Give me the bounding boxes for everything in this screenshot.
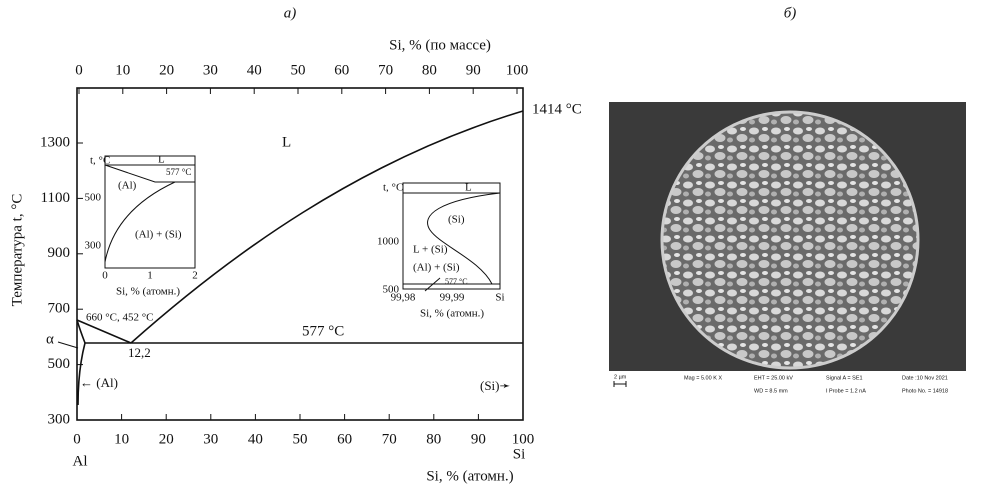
tick-label: 300 <box>85 240 102 252</box>
top-tick-label: 40 <box>247 62 262 78</box>
label: (Al) + (Si) <box>135 229 182 241</box>
figure: а) Si, % (по массе) Si, % (атомн.) Al Si… <box>0 0 982 486</box>
top-tick-label: 10 <box>115 62 130 78</box>
tick-label: Si <box>495 292 504 304</box>
panel-label: б) <box>784 5 797 21</box>
label: 577 °C <box>166 167 191 177</box>
label: (Si) <box>448 214 465 226</box>
bottom-axis-title: Si, % (атомн.) <box>426 468 513 484</box>
solidus <box>77 320 85 405</box>
x-tick-label: 20 <box>159 431 174 447</box>
info: 2 µm <box>614 374 627 380</box>
y-tick-label: 300 <box>48 411 71 427</box>
x-tick-label: 30 <box>203 431 218 447</box>
info: Photo No. = 14918 <box>902 388 948 394</box>
top-tick-label: 100 <box>506 62 529 78</box>
leader <box>58 342 78 348</box>
left-axis-title: Температура t, °C <box>9 194 25 307</box>
tick-label: 99,98 <box>391 292 416 304</box>
label: α <box>46 331 54 347</box>
plot-frame <box>77 88 523 420</box>
top-tick-label: 70 <box>378 62 393 78</box>
panel-a: а) Si, % (по массе) Si, % (атомн.) Al Si… <box>9 5 581 484</box>
x-tick-label: 90 <box>471 431 486 447</box>
top-tick-label: 20 <box>159 62 174 78</box>
inset-right: t, °C L (Si) L + (Si) (Al) + (Si) 577 °C… <box>377 182 505 320</box>
label: 660 °C, 452 °C <box>86 312 153 324</box>
info: WD = 8.5 mm <box>754 388 788 394</box>
label: 577 °C <box>302 323 344 339</box>
tick-label: 1000 <box>377 236 400 248</box>
label: 1414 °C <box>532 101 582 117</box>
y-tick-label: 500 <box>48 356 71 372</box>
panel-b: б) 2 µm Mag = 5.00 K X EHT = 25.00 kV WD… <box>609 5 966 398</box>
info: Mag = 5.00 K X <box>684 375 722 381</box>
y-tick-label: 1300 <box>40 134 70 150</box>
label: (Al) <box>118 180 137 192</box>
info: Date :10 Nov 2021 <box>902 375 948 381</box>
top-axis-title: Si, % (по массе) <box>389 37 491 53</box>
tick-label: 500 <box>85 192 102 204</box>
label: t, °C <box>90 155 110 167</box>
axis-end: Si <box>513 446 526 462</box>
label: L <box>282 134 291 150</box>
y-tick-label: 1100 <box>41 190 70 206</box>
inset-axis-title: Si, % (атомн.) <box>116 286 180 298</box>
tick-label: 2 <box>192 270 198 282</box>
label: 577 °C <box>445 277 468 286</box>
y-tick-label: 700 <box>48 301 71 317</box>
x-tick-label: 40 <box>248 431 263 447</box>
top-tick-label: 0 <box>75 62 83 78</box>
inset-axis-title: Si, % (атомн.) <box>420 308 484 320</box>
x-tick-label: 10 <box>114 431 129 447</box>
top-tick-label: 90 <box>466 62 481 78</box>
y-tick-label: 900 <box>48 245 71 261</box>
label: L <box>158 154 165 166</box>
label: 12,2 <box>128 345 151 360</box>
label: (Al) + (Si) <box>413 262 460 274</box>
top-tick-label: 60 <box>334 62 349 78</box>
x-tick-label: 0 <box>73 431 81 447</box>
top-tick-label: 50 <box>291 62 306 78</box>
label: t, °C <box>383 182 403 194</box>
axis-end: Al <box>73 453 88 469</box>
x-tick-label: 50 <box>293 431 308 447</box>
x-tick-label: 100 <box>512 431 535 447</box>
info: I Probe = 1.2 nA <box>826 388 866 394</box>
label: (Si)➛ <box>480 378 511 393</box>
particle <box>662 112 918 368</box>
x-tick-label: 80 <box>426 431 441 447</box>
x-tick-label: 70 <box>382 431 397 447</box>
panel-label: а) <box>284 5 297 21</box>
top-tick-label: 30 <box>203 62 218 78</box>
tick-label: 0 <box>102 270 108 282</box>
tick-label: 99,99 <box>440 292 465 304</box>
info: EHT = 25.00 kV <box>754 375 793 381</box>
label: L + (Si) <box>413 244 448 256</box>
x-tick-label: 60 <box>337 431 352 447</box>
info: Signal A = SE1 <box>826 375 863 381</box>
tick-label: 1 <box>147 270 153 282</box>
top-tick-label: 80 <box>422 62 437 78</box>
label: L <box>465 182 472 194</box>
inset-left: t, °C L (Al) 577 °C (Al) + (Si) 500 300 … <box>85 154 198 298</box>
label: ← (Al) <box>80 375 118 390</box>
